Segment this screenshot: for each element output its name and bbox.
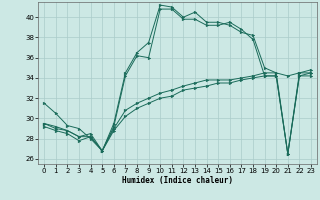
X-axis label: Humidex (Indice chaleur): Humidex (Indice chaleur) [122, 176, 233, 185]
